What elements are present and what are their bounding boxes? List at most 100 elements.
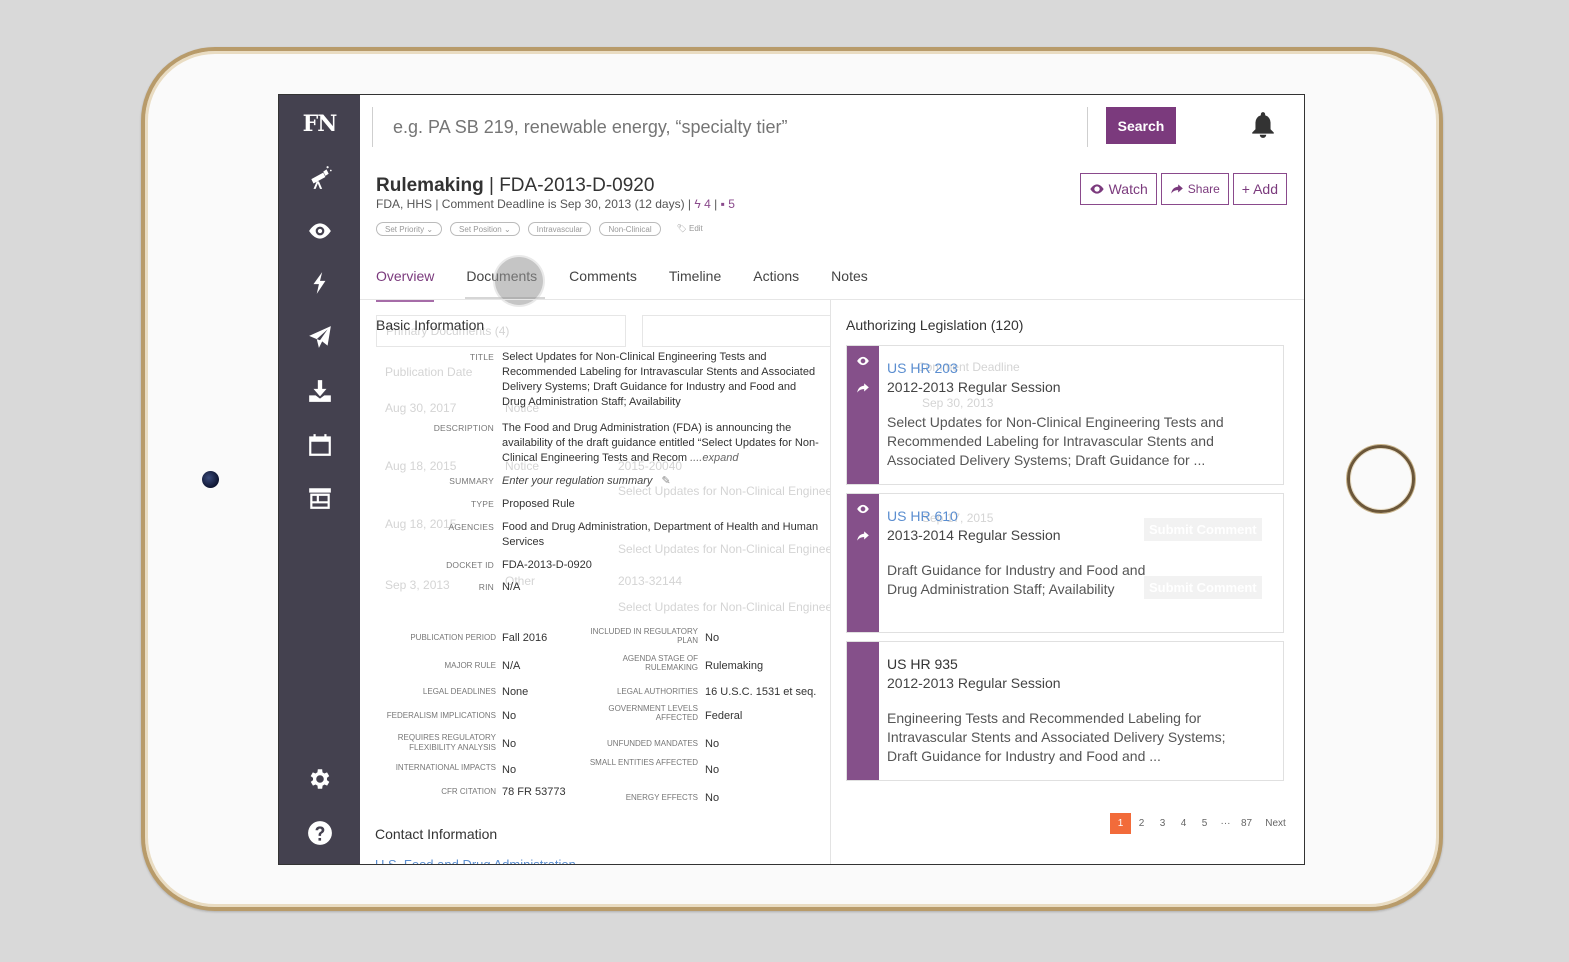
- title-docket: FDA-2013-D-0920: [499, 175, 655, 196]
- pagination: 1 2 3 4 5 ··· 87 Next: [1110, 813, 1286, 834]
- detail-label: Energy Effects: [625, 793, 698, 802]
- field-value: Food and Drug Administration, Department…: [502, 521, 819, 548]
- set-priority-dropdown[interactable]: Set Priority ⌄: [376, 222, 443, 236]
- ghost-id-1: 2015-20040: [618, 459, 683, 473]
- legislation-card[interactable]: Comment Deadline Sep 30, 2013 US HR 203 …: [846, 345, 1284, 485]
- detail-value: No: [502, 738, 517, 750]
- gear-icon[interactable]: [305, 764, 335, 794]
- calendar-icon[interactable]: [305, 430, 335, 460]
- title-type: Rulemaking: [376, 175, 484, 196]
- tab-actions[interactable]: Actions: [753, 268, 800, 284]
- eye-icon[interactable]: [855, 502, 871, 516]
- ghost-submit-comment-2: Submit Comment: [1144, 576, 1262, 599]
- detail-label: Requires Regulatory Flexibility Analysis: [397, 733, 496, 752]
- bill-session: 2012-2013 Regular Session: [887, 675, 1061, 691]
- ghost-pub-date: Publication Date: [385, 365, 473, 379]
- field-value: Select Updates for Non-Clinical Engineer…: [502, 351, 816, 408]
- field-label: Description: [433, 423, 494, 433]
- tab-comments[interactable]: Comments: [569, 268, 637, 284]
- bill-id-link[interactable]: US HR 203: [887, 360, 958, 376]
- logo[interactable]: FN: [302, 111, 338, 137]
- share-icon[interactable]: [855, 529, 871, 543]
- legislation-card[interactable]: Sep 17, 2015 Submit Comment Submit Comme…: [846, 493, 1284, 633]
- legislation-card[interactable]: US HR 935 2012-2013 Regular Session Engi…: [846, 641, 1284, 781]
- lightning-icon[interactable]: [305, 268, 335, 298]
- detail-label: Government Levels Affected: [608, 704, 698, 722]
- ghost-title-3: Select Updates for Non-Clinical Engineer…: [618, 600, 830, 614]
- bill-description: Select Updates for Non-Clinical Engineer…: [887, 414, 1224, 468]
- edit-tags-link[interactable]: 🏷︎ Edit: [669, 222, 711, 236]
- detail-label: Unfunded Mandates: [607, 739, 698, 748]
- contact-agency-link[interactable]: U.S. Food and Drug Administration: [375, 857, 576, 865]
- home-button[interactable]: [1347, 445, 1415, 513]
- summary-placeholder[interactable]: Enter your regulation summary: [502, 475, 653, 487]
- download-icon[interactable]: [305, 376, 335, 406]
- ghost-cd-date-1: Sep 30, 2013: [922, 396, 994, 410]
- field-label: Agencies: [448, 522, 494, 532]
- tag-intravascular[interactable]: Intravascular: [527, 222, 592, 236]
- contact-info-heading: Contact Information: [375, 826, 498, 842]
- next-page-button[interactable]: Next: [1265, 818, 1286, 829]
- page-3[interactable]: 3: [1159, 818, 1166, 829]
- ghost-doc-select-label: Primary Documents (4): [386, 324, 510, 338]
- field-value: The Food and Drug Administration (FDA) i…: [502, 421, 820, 466]
- detail-value: Federal: [705, 710, 743, 722]
- panel-divider: [830, 300, 831, 864]
- ghost-doc-select: [376, 315, 626, 347]
- share-button[interactable]: Share: [1160, 173, 1229, 205]
- comment-count[interactable]: 5: [728, 197, 735, 211]
- detail-label: Publication Period: [410, 633, 496, 642]
- tab-notes[interactable]: Notes: [831, 268, 868, 284]
- ghost-title-1: Select Updates for Non-Clinical Engineer…: [618, 484, 830, 498]
- bill-id-link[interactable]: US HR 935: [887, 656, 958, 672]
- watch-button[interactable]: Watch: [1079, 173, 1157, 205]
- detail-label: Legal Deadlines: [422, 687, 496, 696]
- subtitle: FDA, HHS | Comment Deadline is Sep 30, 2…: [376, 197, 735, 211]
- detail-value: Fall 2016: [502, 632, 548, 644]
- page-4[interactable]: 4: [1180, 818, 1187, 829]
- subtitle-sep: |: [714, 197, 718, 211]
- touch-indicator: [495, 257, 543, 305]
- eye-icon[interactable]: [305, 216, 335, 246]
- add-button[interactable]: + Add: [1232, 173, 1287, 205]
- subtitle-text: FDA, HHS | Comment Deadline is Sep 30, 2…: [376, 197, 692, 211]
- basic-info-heading: Basic Information: [376, 317, 485, 333]
- telescope-icon[interactable]: [305, 162, 335, 192]
- detail-value: No: [502, 710, 517, 722]
- bell-icon[interactable]: [1250, 111, 1276, 139]
- expand-link[interactable]: ....expand: [687, 452, 739, 464]
- share-icon[interactable]: [855, 381, 871, 395]
- page-1[interactable]: 1: [1110, 813, 1131, 834]
- edit-tags-label: Edit: [688, 224, 703, 233]
- search-input[interactable]: [372, 107, 1088, 147]
- ghost-search-box: [642, 315, 830, 347]
- page-5[interactable]: 5: [1201, 818, 1208, 829]
- detail-label: Agenda Stage of Rulemaking: [622, 654, 698, 672]
- share-label: Share: [1187, 182, 1220, 196]
- bill-id-link[interactable]: US HR 610: [887, 508, 958, 524]
- detail-value: 78 FR 53773: [502, 786, 566, 798]
- detail-label: CFR Citation: [441, 787, 496, 796]
- tag-non-clinical[interactable]: Non-Clinical: [599, 222, 661, 236]
- set-position-dropdown[interactable]: Set Position ⌄: [450, 222, 520, 236]
- eye-icon[interactable]: [855, 354, 871, 368]
- detail-value: None: [502, 686, 529, 698]
- ghost-submit-comment-1: Submit Comment: [1144, 518, 1262, 541]
- detail-label: Federalism Implications: [386, 711, 496, 720]
- card-action-bar: [847, 346, 879, 484]
- search-button[interactable]: Search: [1106, 107, 1176, 144]
- tab-overview[interactable]: Overview: [376, 268, 435, 302]
- pencil-icon[interactable]: ✎: [661, 475, 671, 487]
- tab-timeline[interactable]: Timeline: [668, 268, 722, 284]
- detail-value: No: [705, 792, 720, 804]
- storefront-icon[interactable]: [305, 483, 335, 513]
- help-icon[interactable]: [305, 818, 335, 848]
- page-87[interactable]: 87: [1240, 818, 1253, 829]
- paper-plane-icon[interactable]: [305, 322, 335, 352]
- lightning-count[interactable]: 4: [704, 197, 711, 211]
- legislation-panel: Authorizing Legislation (120) Comment De…: [831, 300, 1304, 864]
- title-separator: |: [483, 175, 500, 196]
- ghost-date-2: Aug 18, 2015: [385, 459, 457, 473]
- ghost-date-1: Aug 30, 2017: [385, 401, 457, 415]
- page-2[interactable]: 2: [1138, 818, 1145, 829]
